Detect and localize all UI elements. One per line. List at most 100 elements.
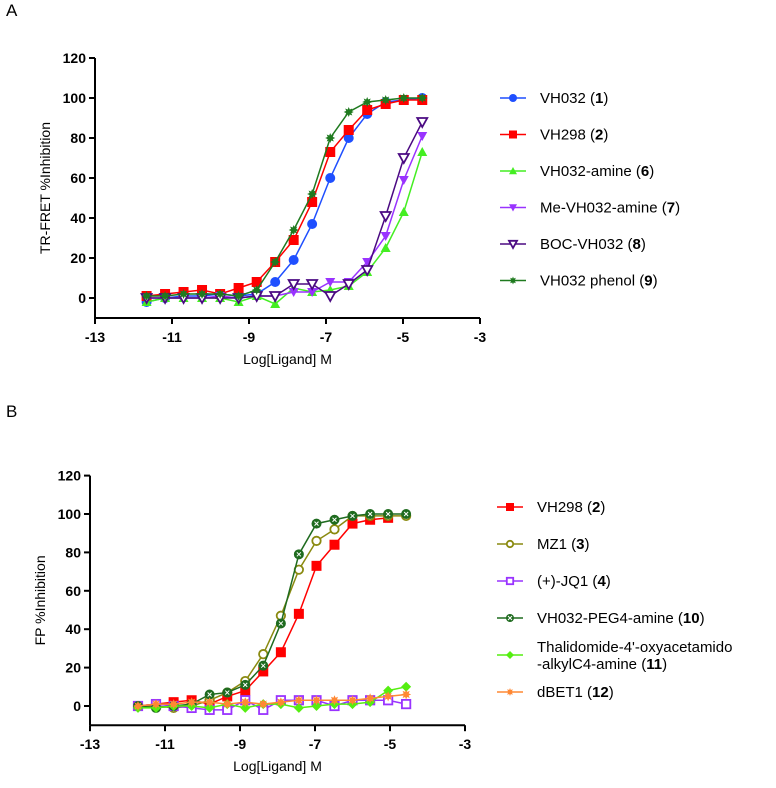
data-point (343, 133, 354, 143)
data-point (233, 291, 244, 301)
data-point (197, 289, 207, 299)
legend-label: BOC-VH032 (8) (540, 236, 646, 253)
y-tick-label: 0 (73, 698, 81, 714)
data-point (307, 189, 318, 199)
data-point (251, 285, 262, 295)
data-point-cross (367, 511, 373, 517)
data-point (288, 225, 299, 235)
data-point (240, 697, 251, 708)
series-line (146, 97, 423, 297)
legend-item: dBET1 (12) (497, 684, 614, 701)
y-tick-label: 40 (65, 621, 81, 637)
series-vh032-amine (141, 147, 428, 308)
data-point (380, 232, 391, 241)
data-point (233, 283, 244, 293)
data-point (288, 288, 299, 297)
data-point (258, 666, 269, 677)
data-point (251, 277, 262, 287)
data-point (178, 289, 189, 299)
series-line (137, 513, 407, 709)
data-point (343, 107, 354, 117)
x-tick-label: -5 (397, 329, 410, 345)
series-vh298 (133, 512, 394, 711)
legend-name: VH032-PEG4-amine (537, 610, 674, 627)
legend-marker-icon (505, 576, 515, 586)
data-point (383, 691, 394, 702)
legend-marker-icon (507, 239, 519, 250)
data-point (329, 695, 340, 706)
data-point (168, 699, 179, 710)
legend-compound-number: 9 (644, 273, 652, 290)
data-point (268, 291, 282, 303)
data-point (311, 535, 322, 546)
data-point (151, 699, 161, 710)
x-tick-label: -3 (459, 736, 472, 752)
legend-name: VH032 phenol (540, 273, 635, 290)
data-point (325, 133, 336, 143)
data-point (347, 518, 358, 529)
legend-name: MZ1 (537, 536, 567, 553)
data-point (293, 702, 304, 713)
y-tick-label: 120 (63, 50, 87, 66)
legend-marker-icon (506, 688, 514, 696)
legend-compound-number: 4 (597, 573, 606, 590)
y-tick-label: 100 (63, 90, 87, 106)
legend-compound-number: 10 (683, 610, 700, 627)
data-point (347, 695, 358, 706)
data-point (204, 702, 215, 713)
series-line (146, 135, 423, 299)
legend-label: VH032-PEG4-amine (10) (537, 610, 705, 627)
legend-label: VH032 (1) (540, 90, 608, 107)
x-tick-label: -7 (320, 329, 333, 345)
legend-marker-icon (509, 276, 517, 285)
data-point-cross (224, 690, 230, 695)
legend-name: -alkylC4-amine (537, 656, 637, 673)
data-point (401, 689, 412, 700)
legend-name: VH298 (540, 127, 586, 144)
legend-compound-number: 2 (592, 499, 600, 516)
series-line (146, 99, 423, 297)
data-point-cross (296, 551, 302, 557)
data-point-cross (278, 621, 284, 626)
legend-item: VH032-PEG4-amine (10) (497, 610, 705, 627)
series-boc-vh032 (140, 117, 429, 305)
legend-compound-number: 12 (592, 684, 609, 701)
chart-b: 0 20 40 60 80 100 120 -13 -11 -9 -7 -5 -3 Log[Ligand]… (32, 468, 732, 775)
x-axis-label: Log[Ligand] M (243, 351, 332, 367)
data-point (380, 95, 391, 105)
legend-compound-number: 8 (633, 236, 641, 253)
data-point (293, 695, 304, 706)
data-point (398, 176, 409, 185)
x-tick-label: -9 (234, 736, 247, 752)
data-point (222, 699, 233, 710)
data-point (342, 279, 356, 291)
data-point (270, 277, 281, 287)
legend-item: (+)-JQ1 (4) (497, 573, 611, 590)
y-tick-label: 20 (65, 660, 81, 676)
data-point (365, 693, 376, 704)
y-tick-label: 40 (70, 210, 86, 226)
legend-item: VH298 (2) (497, 499, 605, 516)
x-tick-label: -9 (243, 329, 256, 345)
legend-name: VH298 (537, 499, 583, 516)
legend-compound-number: 2 (595, 127, 603, 144)
y-axis-label: FP %Inhibition (32, 555, 48, 645)
data-point-cross (403, 511, 409, 517)
series-line (146, 121, 423, 299)
legend-compound-number: 6 (641, 163, 649, 180)
data-point (362, 258, 373, 267)
y-axis-label: TR-FRET %Inhibition (37, 122, 53, 254)
data-point-cross (332, 517, 337, 523)
data-point (325, 278, 336, 287)
data-point (325, 147, 336, 157)
legend-marker-icon (509, 204, 517, 212)
legend-label: Me-VH032-amine (7) (540, 200, 680, 217)
y-tick-label: 60 (70, 170, 86, 186)
data-point (398, 207, 409, 216)
data-point (343, 125, 354, 135)
series-vh032 (141, 93, 428, 307)
legend-compound-number: 11 (646, 656, 662, 673)
series-vh032-phenol (141, 93, 428, 301)
legend-label: MZ1 (3) (537, 536, 590, 553)
